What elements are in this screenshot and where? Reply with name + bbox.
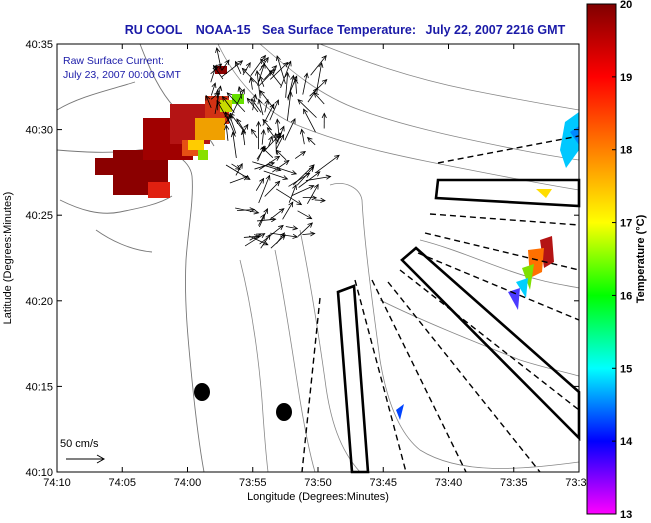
figure-title: RU COOL NOAA-15 Sea Surface Temperature:… bbox=[125, 23, 566, 37]
x-tick-label: 73:35 bbox=[500, 477, 528, 489]
x-tick-label: 74:05 bbox=[108, 477, 136, 489]
y-tick-label: 40:20 bbox=[25, 296, 53, 308]
title-product: Sea Surface Temperature: bbox=[262, 23, 416, 37]
y-tick-label: 40:15 bbox=[25, 381, 53, 393]
map-panel: Raw Surface Current: July 23, 2007 00:00… bbox=[57, 44, 579, 472]
colorbar-tick-label: 16 bbox=[620, 290, 632, 302]
plot-area bbox=[57, 44, 579, 472]
x-tick-label: 73:45 bbox=[369, 477, 397, 489]
colorbar-tick-label: 15 bbox=[620, 363, 632, 375]
y-tick-label: 40:10 bbox=[25, 467, 53, 479]
x-tick-label: 73:40 bbox=[435, 477, 463, 489]
colorbar-tick-label: 20 bbox=[620, 0, 632, 11]
colorbar-tick-label: 13 bbox=[620, 509, 632, 518]
x-tick-label: 74:00 bbox=[174, 477, 202, 489]
title-org: RU COOL bbox=[125, 23, 183, 37]
colorbar-tick-label: 18 bbox=[620, 145, 632, 157]
colorbar-tick-label: 17 bbox=[620, 218, 632, 230]
scale-label: 50 cm/s bbox=[60, 438, 99, 450]
current-vector-shaft bbox=[303, 197, 317, 198]
colorbar-tick-label: 19 bbox=[620, 72, 632, 84]
x-tick-label: 73:50 bbox=[304, 477, 332, 489]
current-label-line1: Raw Surface Current: bbox=[63, 55, 164, 67]
colorbar-tick-label: 14 bbox=[620, 436, 633, 448]
x-tick-label: 73:55 bbox=[239, 477, 267, 489]
title-satellite: NOAA-15 bbox=[196, 23, 251, 37]
current-label-line2: July 23, 2007 00:00 GMT bbox=[63, 69, 181, 81]
y-tick-label: 40:30 bbox=[25, 125, 53, 137]
y-axis-label: Latitude (Degrees:Minutes) bbox=[2, 192, 14, 325]
y-tick-label: 40:35 bbox=[25, 39, 53, 51]
x-axis-label: Longitude (Degrees:Minutes) bbox=[247, 491, 389, 503]
y-tick-label: 40:25 bbox=[25, 210, 53, 222]
colorbar-label: Temperature (°C) bbox=[635, 214, 647, 303]
title-datetime: July 22, 2007 2216 GMT bbox=[426, 23, 566, 37]
colorbar: 20 19 18 17 16 15 14 13 Temperature (°C) bbox=[587, 0, 647, 518]
colorbar-gradient bbox=[587, 4, 616, 514]
